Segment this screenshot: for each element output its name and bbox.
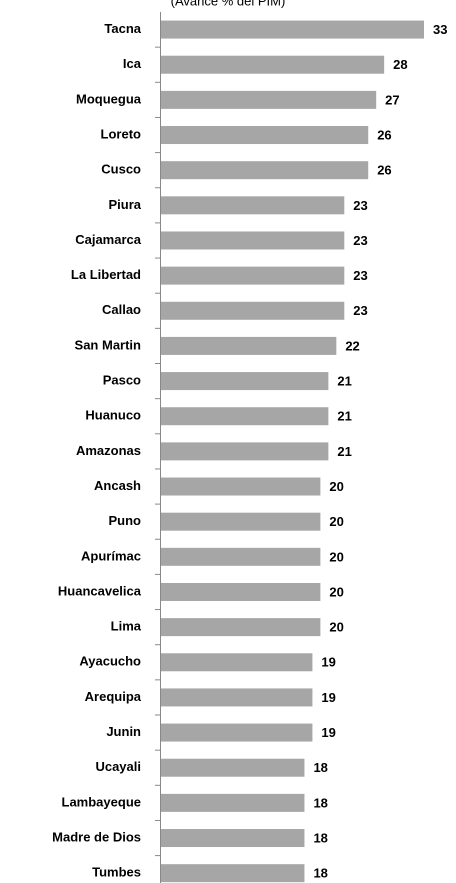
- bar: [161, 55, 385, 74]
- value-label: 20: [329, 479, 343, 494]
- y-tick-label: Callao: [102, 302, 141, 317]
- bar: [161, 20, 424, 39]
- y-tick-label: Ica: [123, 56, 142, 71]
- bar: [161, 407, 329, 426]
- y-tick-label: Huancavelica: [58, 583, 142, 598]
- value-label: 20: [329, 584, 343, 599]
- bar: [161, 688, 313, 707]
- value-label: 20: [329, 514, 343, 529]
- value-label: 28: [393, 57, 407, 72]
- value-label: 21: [337, 374, 351, 389]
- bar: [161, 547, 321, 566]
- y-tick-label: Puno: [109, 513, 142, 528]
- value-label: 23: [353, 303, 367, 318]
- value-label: 19: [321, 655, 335, 670]
- value-label: 19: [321, 725, 335, 740]
- bar: [161, 653, 313, 672]
- value-label: 19: [321, 690, 335, 705]
- bar: [161, 196, 345, 215]
- chart-subtitle: (Avance % del PIM): [171, 0, 286, 8]
- y-tick-label: Tacna: [104, 21, 141, 36]
- bar: [161, 618, 321, 637]
- y-tick-label: Cajamarca: [75, 232, 142, 247]
- y-tick-label: Moquegua: [76, 91, 142, 106]
- bar: [161, 161, 369, 180]
- value-label: 26: [377, 163, 391, 178]
- value-label: 18: [313, 795, 327, 810]
- bar: [161, 477, 321, 496]
- bar: [161, 266, 345, 285]
- value-label: 27: [385, 92, 399, 107]
- y-tick-label: Amazonas: [76, 443, 141, 458]
- value-label: 23: [353, 233, 367, 248]
- value-label: 18: [313, 760, 327, 775]
- value-label: 21: [337, 444, 351, 459]
- y-tick-label: Tumbes: [92, 865, 141, 880]
- value-label: 18: [313, 830, 327, 845]
- y-tick-label: Arequipa: [85, 689, 142, 704]
- y-tick-label: Lambayeque: [62, 794, 141, 809]
- y-tick-label: Madre de Dios: [52, 829, 141, 844]
- y-tick-label: Ayacucho: [79, 654, 141, 669]
- bar: [161, 231, 345, 250]
- bar: [161, 512, 321, 531]
- bar: [161, 723, 313, 742]
- y-tick-label: La Libertad: [71, 267, 141, 282]
- value-label: 23: [353, 198, 367, 213]
- value-label: 18: [313, 866, 327, 881]
- value-label: 22: [345, 338, 359, 353]
- value-label: 23: [353, 268, 367, 283]
- bar: [161, 758, 305, 777]
- y-tick-label: Ucayali: [95, 759, 141, 774]
- value-label: 33: [433, 22, 447, 37]
- y-tick-label: Apurímac: [81, 548, 141, 563]
- y-tick-label: Cusco: [101, 162, 141, 177]
- y-tick-label: Lima: [111, 619, 142, 634]
- y-tick-label: Junin: [106, 724, 141, 739]
- y-tick-label: Ancash: [94, 478, 141, 493]
- y-tick-label: San Martin: [75, 337, 142, 352]
- bar: [161, 864, 305, 883]
- value-label: 21: [337, 409, 351, 424]
- bar: [161, 829, 305, 848]
- bar: [161, 442, 329, 461]
- y-tick-label: Huanuco: [85, 408, 141, 423]
- y-tick-label: Loreto: [101, 126, 142, 141]
- value-label: 26: [377, 127, 391, 142]
- bar: [161, 336, 337, 355]
- bar: [161, 372, 329, 391]
- bar: [161, 301, 345, 320]
- value-label: 20: [329, 549, 343, 564]
- bar: [161, 90, 377, 109]
- bar: [161, 126, 369, 145]
- bar: [161, 582, 321, 601]
- y-tick-label: Pasco: [103, 373, 141, 388]
- value-label: 20: [329, 620, 343, 635]
- bar: [161, 793, 305, 812]
- y-tick-label: Piura: [108, 197, 141, 212]
